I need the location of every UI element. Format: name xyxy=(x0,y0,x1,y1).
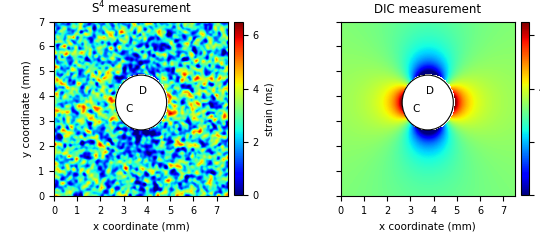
Text: D: D xyxy=(426,86,434,96)
Y-axis label: y coordinate (mm): y coordinate (mm) xyxy=(23,60,32,157)
Text: D: D xyxy=(139,86,147,96)
Y-axis label: strain (mε): strain (mε) xyxy=(264,82,274,136)
Text: C: C xyxy=(413,104,420,114)
Title: DIC measurement: DIC measurement xyxy=(374,3,481,16)
Circle shape xyxy=(116,75,167,130)
X-axis label: x coordinate (mm): x coordinate (mm) xyxy=(93,221,190,231)
Title: S$^4$ measurement: S$^4$ measurement xyxy=(91,0,192,16)
Text: C: C xyxy=(126,104,133,114)
Circle shape xyxy=(402,75,453,130)
X-axis label: x coordinate (mm): x coordinate (mm) xyxy=(380,221,476,231)
